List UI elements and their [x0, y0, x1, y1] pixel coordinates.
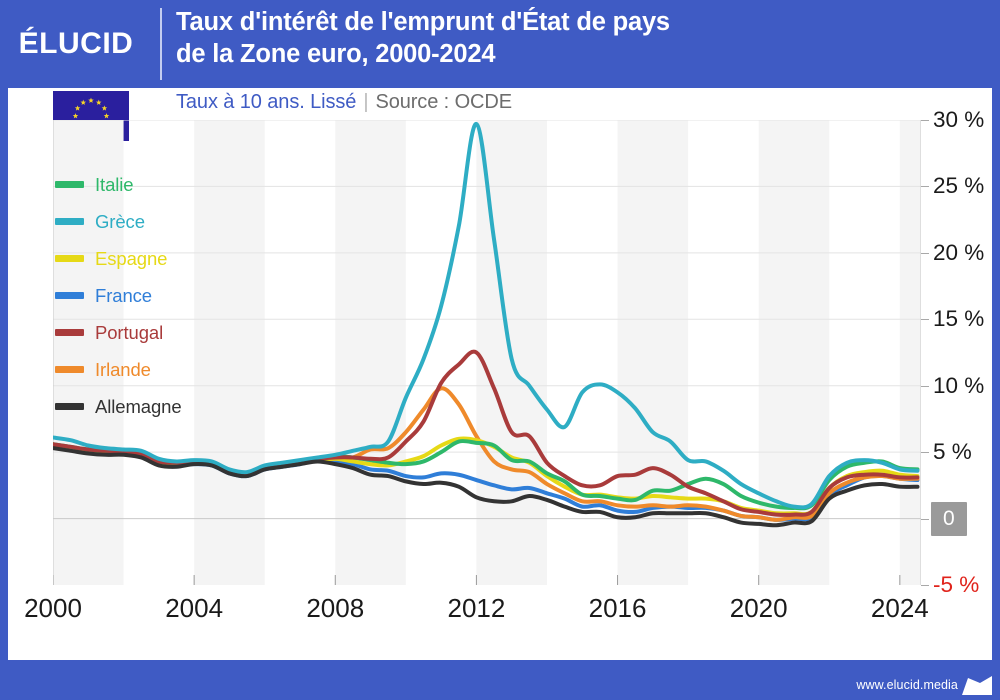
legend-item-allemagne[interactable]: Allemagne [55, 388, 235, 425]
y-axis-tick-label: 30 % [933, 107, 985, 132]
legend-color-swatch [55, 329, 84, 336]
y-axis-tick-label: 0 [931, 501, 967, 536]
y-axis-tick-mark [921, 385, 929, 387]
y-axis-tick-mark [921, 452, 929, 454]
y-axis-tick-label: 15 % [933, 306, 985, 332]
legend-item-label: Grèce [95, 210, 145, 232]
legend-color-swatch [55, 403, 84, 410]
y-axis-tick-label: 20 % [933, 239, 985, 265]
subtitle-separator: | [363, 91, 369, 113]
y-axis-tick-label: 10 % [933, 372, 985, 398]
chart-legend: Italie Grèce Espagne France Portugal Irlande A… [55, 166, 235, 425]
brand-logo: ÉLUCID [0, 0, 152, 88]
y-axis-tick-mark [921, 518, 929, 520]
legend-color-swatch [55, 218, 84, 225]
legend-color-swatch [55, 181, 84, 188]
legend-color-swatch [55, 255, 84, 262]
y-axis-tick-label: 25 % [933, 173, 985, 199]
y-axis-tick-label: -5 % [933, 572, 980, 597]
footer-bar: www.elucid.media [0, 660, 1000, 700]
legend-item-label: Espagne [95, 247, 168, 269]
x-axis-tick-label: 2016 [588, 593, 647, 623]
line-chart-plot [53, 120, 921, 585]
brand-logo-text: ÉLUCID [18, 27, 134, 60]
legend-item-label: Portugal [95, 321, 164, 343]
legend-item-label: Italie [95, 173, 134, 195]
y-axis-labels: -5 % 0 5 % 10 % 15 % 20 % 25 % 30 % [921, 88, 993, 660]
legend-item-france[interactable]: France [55, 277, 235, 314]
chart-subtitle: Taux à 10 ans. Lissé | Source : OCDE [176, 91, 512, 114]
y-axis-tick-mark [921, 585, 929, 586]
x-axis-tick-label: 2008 [306, 593, 365, 623]
legend-item-label: Allemagne [95, 395, 182, 417]
legend-item-portugal[interactable]: Portugal [55, 314, 235, 351]
legend-item-label: Irlande [95, 358, 151, 380]
x-axis-tick-label: 2004 [165, 593, 224, 623]
footer-website-url: www.elucid.media [856, 678, 958, 692]
y-axis-tick-mark [921, 252, 929, 254]
x-axis-tick-label: 2024 [870, 593, 929, 623]
legend-item-grce[interactable]: Grèce [55, 203, 235, 240]
x-axis-tick-label: 2020 [729, 593, 788, 623]
y-axis-tick-mark [921, 120, 929, 121]
series-line-allemagne [53, 446, 920, 528]
legend-item-italie[interactable]: Italie [55, 166, 235, 203]
page-title: Taux d'intérêt de l'emprunt d'État de pa… [176, 8, 670, 68]
y-axis-tick-mark [921, 319, 929, 321]
y-axis-tick-label: 5 % [933, 439, 972, 465]
header-divider [160, 8, 162, 80]
x-axis-tick-label: 2012 [447, 593, 506, 623]
legend-color-swatch [55, 292, 84, 299]
x-axis-labels: 2000 2004 2008 2012 2016 2020 2024 [8, 593, 992, 637]
header-bar: ÉLUCID Taux d'intérêt de l'emprunt d'Éta… [0, 0, 1000, 88]
chart-card: Taux à 10 ans. Lissé | Source : OCDE Itali… [8, 88, 992, 660]
legend-item-label: France [95, 284, 152, 306]
elucid-flag-icon [962, 676, 992, 695]
subtitle-measure: Taux à 10 ans. Lissé [176, 91, 357, 113]
legend-item-espagne[interactable]: Espagne [55, 240, 235, 277]
x-axis-tick-label: 2000 [24, 593, 82, 623]
series-line-grce [53, 121, 920, 510]
y-axis-tick-mark [921, 186, 929, 188]
legend-item-irlande[interactable]: Irlande [55, 351, 235, 388]
subtitle-source: Source : OCDE [375, 91, 512, 113]
legend-color-swatch [55, 366, 84, 373]
